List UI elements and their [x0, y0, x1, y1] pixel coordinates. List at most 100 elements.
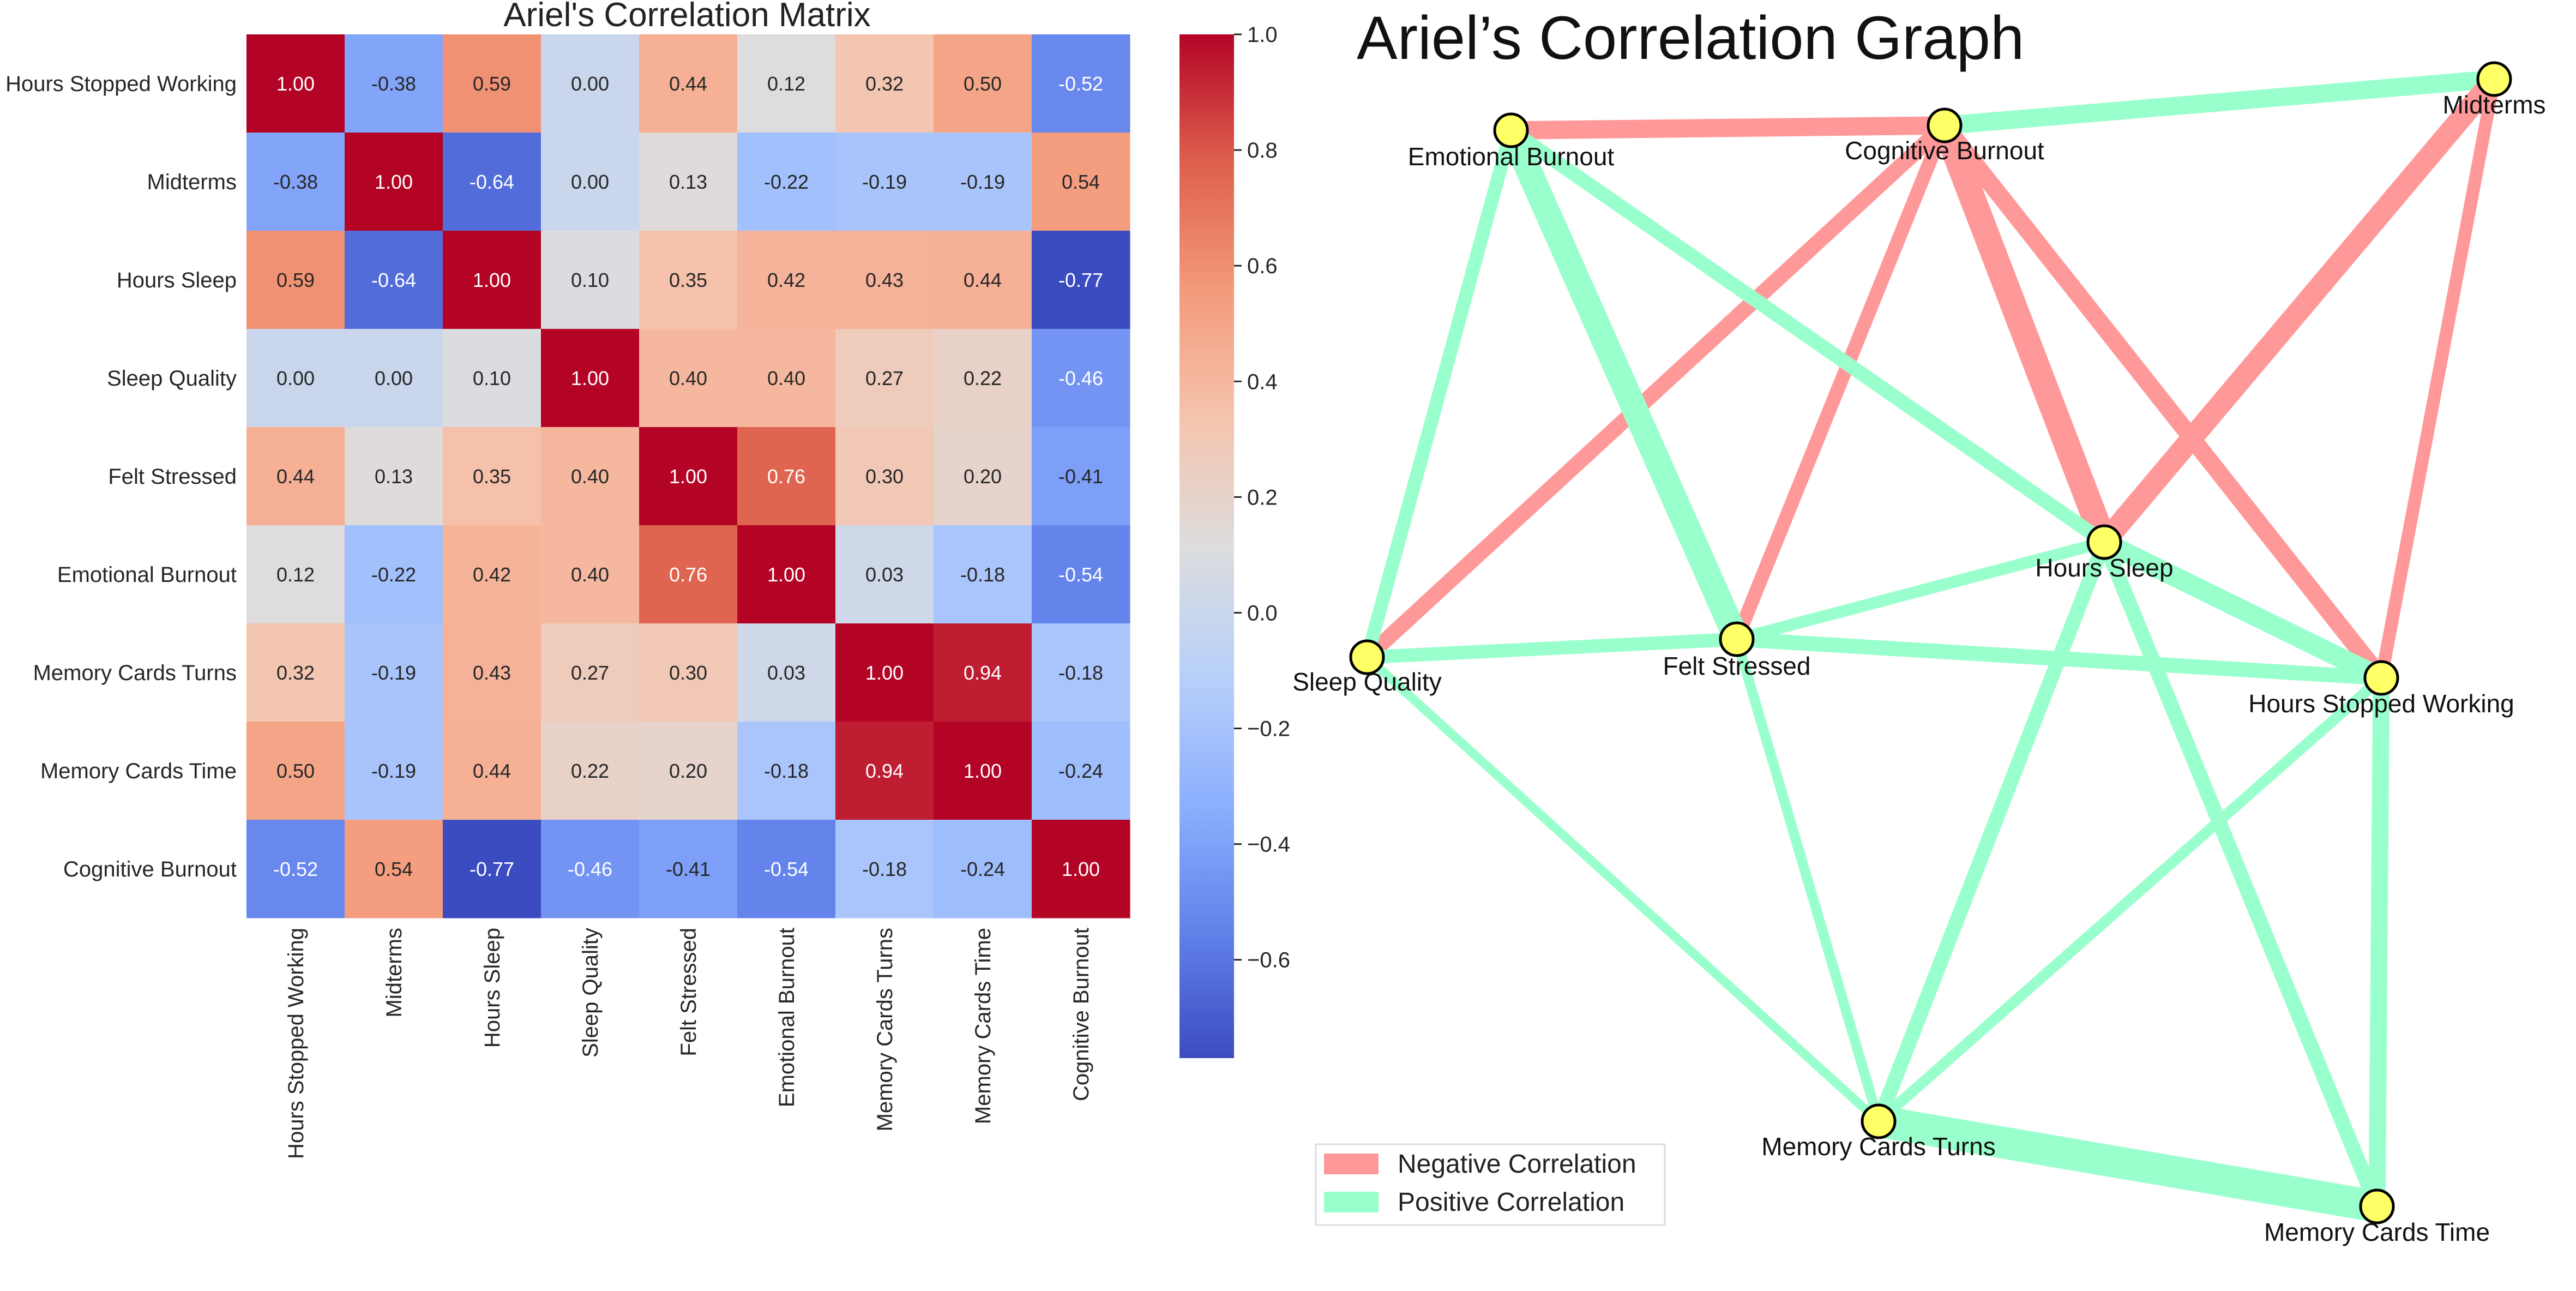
heatmap-cell — [639, 623, 738, 722]
node-midterms — [2476, 61, 2512, 97]
heatmap-cell — [737, 34, 836, 133]
heatmap-cell — [246, 133, 345, 231]
heatmap-cell-label: -0.18 — [960, 563, 1005, 586]
heatmap-cell-label: 0.40 — [669, 367, 707, 389]
heatmap-cell-label: 0.42 — [767, 269, 805, 291]
heatmap-cell — [1032, 329, 1130, 428]
heatmap-cell — [1032, 525, 1130, 624]
positive-edge-hours-stopped-working-memory-cards-time — [2368, 677, 2390, 1207]
positive-edge-hours-sleep-hours-stopped-working — [2099, 533, 2386, 687]
heatmap-cell — [835, 820, 934, 918]
heatmap-cell-label: -0.18 — [764, 760, 809, 782]
node-label-memory-cards-turns: Memory Cards Turns — [1761, 1132, 1995, 1161]
heatmap-cell — [1032, 133, 1130, 231]
correlation-heatmap: Ariel's Correlation Matrix 1.00 -0.38 0.59… — [5, 0, 1130, 1159]
heatmap-column-label: Sleep Quality — [579, 928, 603, 1058]
heatmap-cell-label: 1.00 — [964, 760, 1002, 782]
heatmap-cell — [737, 133, 836, 231]
heatmap-cell — [443, 525, 541, 624]
node-cognitive-burnout — [1927, 107, 1963, 143]
colorbar-tick-label: 1.0 — [1247, 23, 1278, 47]
heatmap-cell-label: 0.43 — [473, 662, 511, 684]
heatmap-row-label: Midterms — [147, 170, 237, 194]
heatmap-cell-label: 0.54 — [375, 858, 413, 880]
heatmap-cell — [934, 722, 1032, 820]
node-label-emotional-burnout: Emotional Burnout — [1408, 142, 1615, 171]
heatmap-cell — [345, 34, 443, 133]
heatmap-cell-label: 0.13 — [669, 171, 707, 193]
heatmap-cell — [639, 820, 738, 918]
negative-edge-midterms-hours-sleep — [2096, 72, 2503, 549]
legend-negative-label: Negative Correlation — [1398, 1150, 1636, 1179]
heatmap-cell — [541, 623, 640, 722]
heatmap-cell — [737, 525, 836, 624]
heatmap-cell-label: 0.00 — [571, 73, 609, 95]
negative-edge-midterms-hours-stopped-working — [2375, 77, 2501, 680]
graph-legend: Negative Correlation Positive Correlatio… — [1315, 1143, 1666, 1226]
heatmap-cell — [443, 329, 541, 428]
heatmap-cell — [835, 133, 934, 231]
heatmap-cell-label: -0.18 — [1058, 662, 1103, 684]
heatmap-cell — [737, 722, 836, 820]
positive-edge-emotional-burnout-hours-sleep — [1507, 124, 2109, 548]
colorbar-tick-label: 0.8 — [1247, 139, 1278, 163]
node-hours-sleep — [2086, 524, 2122, 560]
heatmap-cell-label: 0.44 — [276, 465, 315, 488]
colorbar-ticks: 1.0 0.8 0.6 0.4 0.2 0.0 −0.2 −0.4 −0.6 — [1234, 23, 1290, 972]
heatmap-cell-label: 0.13 — [375, 465, 413, 488]
heatmap-cell — [1032, 231, 1130, 329]
positive-edge-memory-cards-turns-memory-cards-time — [1876, 1106, 2380, 1222]
heatmap-cell — [246, 427, 345, 526]
colorbar-tick-label: 0.4 — [1247, 370, 1278, 394]
heatmap-cell-label: -0.38 — [273, 171, 318, 193]
heatmap-column-label: Hours Stopped Working — [284, 928, 308, 1159]
heatmap-cell-label: -0.19 — [371, 760, 416, 782]
heatmap-cell — [345, 329, 443, 428]
heatmap-cell — [835, 329, 934, 428]
negative-edge-emotional-burnout-cognitive-burnout — [1510, 116, 1945, 140]
heatmap-cell — [345, 133, 443, 231]
heatmap-cell-label: -0.64 — [371, 269, 416, 291]
heatmap-cell-label: -0.52 — [273, 858, 318, 880]
heatmap-cell — [345, 525, 443, 624]
heatmap-cell — [737, 329, 836, 428]
heatmap-cell-label: 0.03 — [865, 563, 904, 586]
heatmap-cell — [443, 427, 541, 526]
heatmap-cell-label: 1.00 — [767, 563, 805, 586]
heatmap-cell-label: 0.03 — [767, 662, 805, 684]
heatmap-cell-label: -0.22 — [371, 563, 416, 586]
legend-negative-swatch — [1324, 1154, 1379, 1174]
heatmap-cell — [934, 427, 1032, 526]
node-label-memory-cards-time: Memory Cards Time — [2264, 1218, 2490, 1246]
negative-edge-cognitive-burnout-hours-sleep — [1932, 121, 2117, 547]
heatmap-row-label: Memory Cards Time — [40, 759, 237, 783]
heatmap-cell-label: -0.54 — [764, 858, 809, 880]
heatmap-cell — [541, 820, 640, 918]
heatmap-cell-label: 0.22 — [571, 760, 609, 782]
heatmap-cell-label: 1.00 — [865, 662, 904, 684]
heatmap-row-label: Felt Stressed — [108, 465, 237, 489]
heatmap-cell — [246, 34, 345, 133]
heatmap-cell-label: 0.40 — [571, 465, 609, 488]
positive-edge-felt-stressed-memory-cards-turns — [1732, 638, 1883, 1123]
heatmap-cell-label: 0.40 — [571, 563, 609, 586]
heatmap-cell — [246, 329, 345, 428]
heatmap-cell — [541, 133, 640, 231]
correlation-graph: Ariel’s Correlation Graph Emotional Burn… — [1292, 4, 2545, 1246]
colorbar-tick-label: −0.6 — [1247, 948, 1290, 972]
heatmap-cell — [737, 820, 836, 918]
heatmap-cell — [934, 34, 1032, 133]
heatmap-column-label: Felt Stressed — [677, 928, 701, 1056]
heatmap-cell-label: 0.10 — [571, 269, 609, 291]
heatmap-cell-label: -0.24 — [960, 858, 1005, 880]
heatmap-cell-label: 0.40 — [767, 367, 805, 389]
heatmap-cell-label: -0.19 — [371, 662, 416, 684]
heatmap-cell-label: 0.35 — [473, 465, 511, 488]
heatmap-cell — [246, 820, 345, 918]
heatmap-cell-label: 0.44 — [473, 760, 511, 782]
node-sleep-quality — [1349, 639, 1385, 675]
heatmap-cell — [1032, 34, 1130, 133]
heatmap-cell-label: -0.41 — [1058, 465, 1103, 488]
heatmap-cell-label: -0.77 — [1058, 269, 1103, 291]
